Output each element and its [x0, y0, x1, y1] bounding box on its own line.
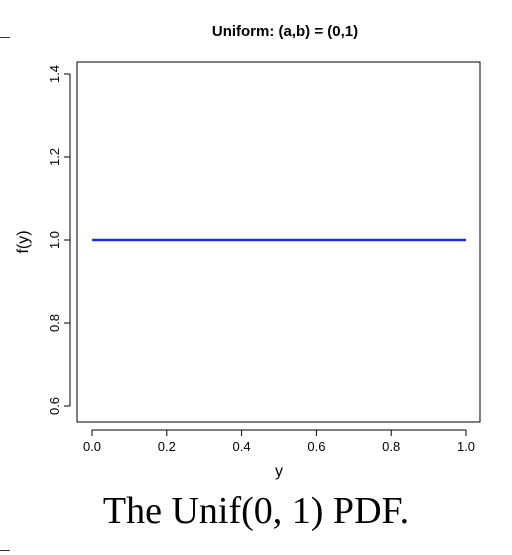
y-tick-label: 0.6: [47, 397, 62, 415]
figure-caption: The Unif(0, 1) PDF.: [102, 490, 410, 532]
page-edge-mark-bottom: [0, 550, 10, 551]
x-axis: 0.0 0.2 0.4 0.6 0.8 1.0: [83, 429, 475, 454]
x-axis-label: y: [275, 463, 283, 480]
y-tick-label: 1.4: [47, 65, 62, 83]
page-edge-mark-top: [0, 37, 10, 38]
x-tick-label: 0.6: [307, 439, 325, 454]
y-tick-label: 1.0: [47, 231, 62, 249]
x-tick-label: 0.4: [233, 439, 251, 454]
x-tick-label: 0.8: [382, 439, 400, 454]
uniform-pdf-chart: Uniform: (a,b) = (0,1) 0.0 0.2 0.4 0.6 0.8 1.…: [15, 23, 481, 480]
y-axis: 0.6 0.8 1.0 1.2 1.4: [47, 65, 71, 415]
plot-frame: [76, 61, 481, 423]
y-tick-label: 1.2: [47, 148, 62, 166]
x-tick-label: 1.0: [457, 439, 475, 454]
chart-title: Uniform: (a,b) = (0,1): [212, 23, 358, 40]
y-axis-label: f(y): [15, 230, 32, 253]
x-tick-label: 0.2: [158, 439, 176, 454]
y-tick-label: 0.8: [47, 314, 62, 332]
x-tick-label: 0.0: [83, 439, 101, 454]
